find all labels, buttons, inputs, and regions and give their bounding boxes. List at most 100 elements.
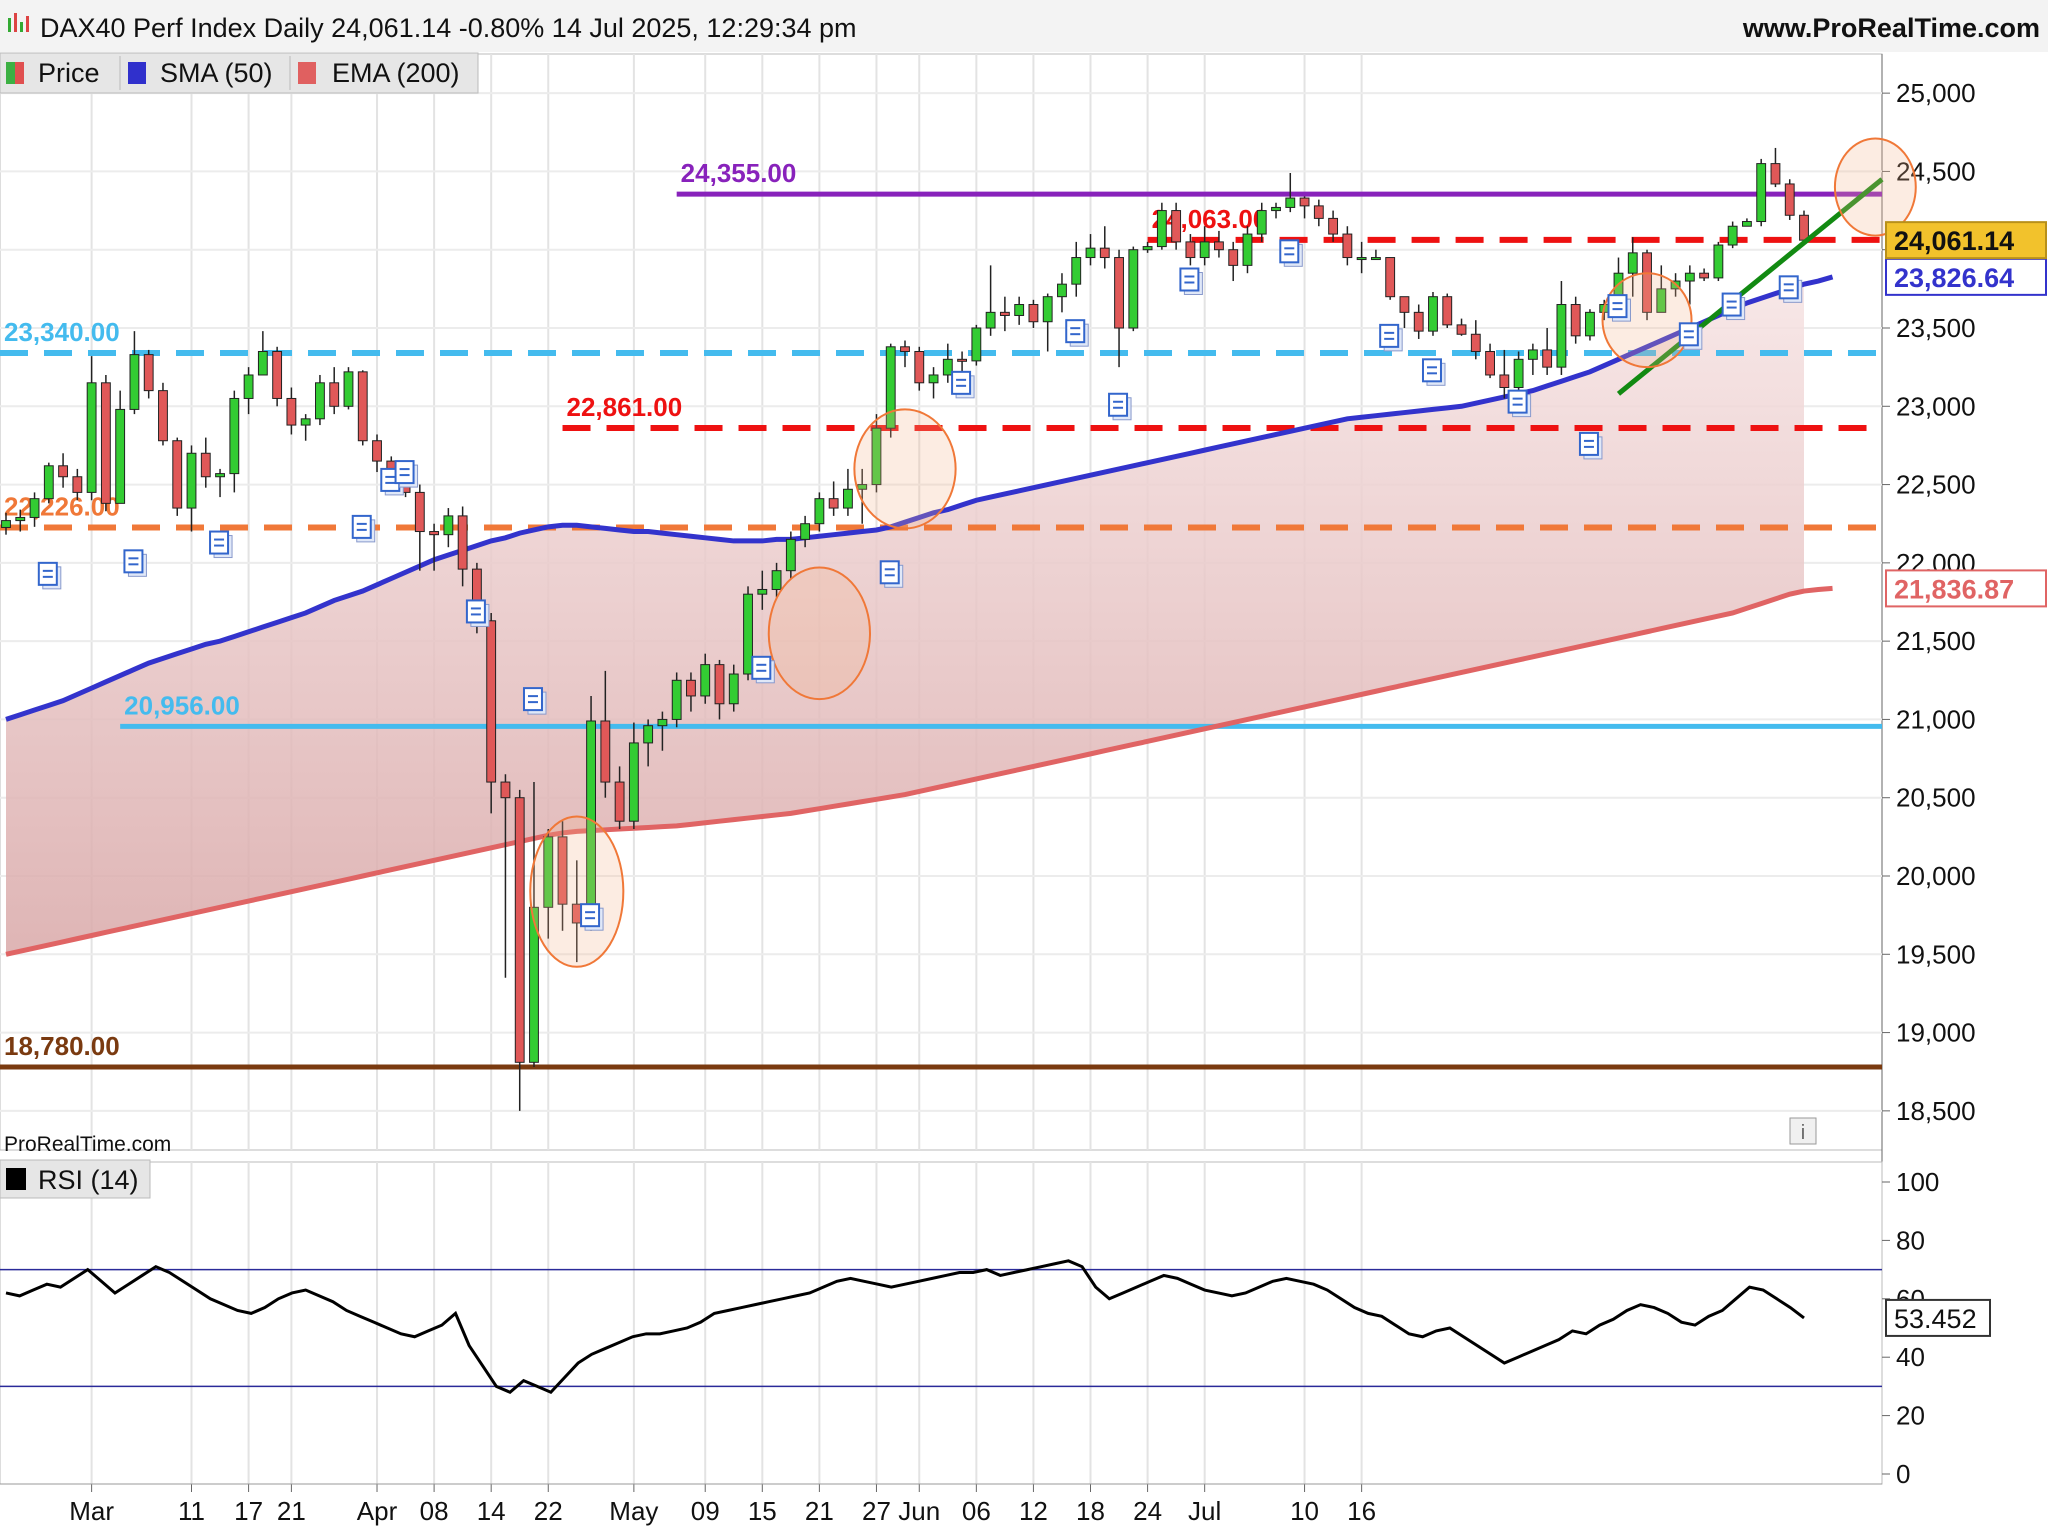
candle-body [1456, 324, 1467, 335]
candle-body [172, 440, 183, 509]
candle-body [1071, 257, 1082, 285]
y-tick-label: 20,500 [1896, 783, 1976, 813]
x-tick-label: 10 [1290, 1496, 1319, 1526]
candle-body [543, 836, 554, 908]
highlight-ellipse [1833, 137, 1917, 237]
candle-body [1285, 197, 1296, 208]
candle-body [1713, 244, 1724, 279]
candle-body [771, 570, 782, 590]
candle-body [1085, 247, 1096, 259]
note-icon [1421, 358, 1446, 386]
trend-line [1616, 177, 1884, 396]
rsi-y-tick-label: 20 [1896, 1401, 1925, 1431]
candle-body [985, 311, 996, 329]
y-tick-label: 18,500 [1896, 1096, 1976, 1126]
chart-title: DAX40 Perf Index Daily 24,061.14 -0.80% … [40, 13, 857, 43]
candle-body [1242, 233, 1253, 266]
candle-body [1756, 163, 1767, 223]
note-icon [1507, 389, 1532, 418]
candle-body [1442, 296, 1453, 326]
candle-body [614, 781, 625, 822]
price-swatch-down [15, 62, 24, 84]
candle-body [1527, 349, 1538, 360]
x-tick-label: 11 [178, 1496, 205, 1526]
candle-body [1741, 221, 1752, 227]
candle-body [1014, 304, 1025, 316]
rsi-y-tick-label: 100 [1896, 1167, 1939, 1197]
candle-body [186, 452, 197, 509]
y-tick-label: 19,000 [1896, 1018, 1976, 1048]
candle-body [315, 382, 325, 420]
note-icon-front [1578, 431, 1599, 456]
note-icon [879, 560, 904, 588]
highlight-ellipse [853, 408, 957, 530]
y-tick-label: 20,000 [1896, 861, 1976, 891]
candle-body [1214, 241, 1224, 251]
candle-body [100, 382, 111, 504]
candle-body [628, 742, 639, 822]
candle-body [1727, 225, 1738, 246]
price-panel: 18,500 19,000 19,500 20,000 20,500 21,000 21,5… [0, 53, 2048, 1484]
note-icon-front [1065, 319, 1086, 344]
note-icon [580, 903, 604, 931]
sma-value: 23,826.64 [1894, 263, 2014, 293]
note-icon-front [1279, 239, 1300, 264]
x-tick-label: 22 [534, 1496, 563, 1526]
x-tick-label: 21 [277, 1496, 306, 1526]
candle-body [1228, 249, 1239, 266]
candle-body [1556, 304, 1567, 368]
legend-price[interactable]: Price [38, 58, 100, 88]
site-label[interactable]: www.ProRealTime.com [1742, 13, 2040, 43]
header-bar [0, 0, 2048, 52]
ema-value: 21,836.87 [1894, 574, 2014, 604]
candle-body [914, 350, 925, 384]
candle-body [243, 374, 254, 399]
last-price-value: 24,061.14 [1894, 226, 2014, 256]
candle-body [286, 397, 297, 426]
x-tick-label: Jun [898, 1496, 940, 1526]
y-tick-label: 22,500 [1896, 470, 1976, 500]
candle-body [1485, 350, 1495, 376]
candle-body [814, 498, 825, 525]
info-icon[interactable]: i [1789, 1117, 1817, 1145]
x-tick-label: 17 [234, 1496, 263, 1526]
candle-body [115, 408, 126, 504]
note-icon-front [1678, 322, 1699, 347]
candle-body [557, 836, 568, 905]
candle-body [15, 516, 26, 522]
candle-body [1342, 233, 1353, 259]
candle-body [1542, 349, 1553, 368]
candle-body [257, 350, 268, 376]
rsi-line [5, 1259, 1805, 1395]
candle-body [728, 673, 739, 705]
note-icon-front [1421, 358, 1442, 383]
candle-body [300, 418, 311, 426]
x-tick-label: 18 [1076, 1496, 1105, 1526]
candle-body [957, 358, 968, 362]
candle-body [1370, 257, 1381, 261]
x-tick-label: 14 [477, 1496, 506, 1526]
note-icon [1578, 431, 1603, 460]
rsi-legend-label[interactable]: RSI (14) [38, 1165, 139, 1195]
candle-body [357, 371, 368, 442]
legend-sma[interactable]: SMA (50) [160, 58, 273, 88]
x-tick-label: 27 [862, 1496, 891, 1526]
candle-body [1570, 304, 1581, 337]
level-label: 22,226.00 [4, 491, 120, 521]
candle-body [1413, 311, 1424, 332]
candle-body [457, 515, 468, 570]
candle-body [757, 588, 768, 595]
candle-body [1, 520, 11, 528]
y-tick-label: 21,500 [1896, 626, 1976, 656]
x-tick-label: May [609, 1496, 658, 1526]
candle-body [1028, 304, 1039, 323]
legend-ema[interactable]: EMA (200) [332, 58, 460, 88]
highlight-ellipse [529, 815, 625, 968]
candle-body [414, 491, 425, 533]
candle-body [942, 358, 953, 376]
note-icon-front [1607, 294, 1628, 319]
candle-body [1171, 210, 1182, 243]
candle-body [885, 346, 896, 429]
candle-body [1328, 217, 1339, 235]
